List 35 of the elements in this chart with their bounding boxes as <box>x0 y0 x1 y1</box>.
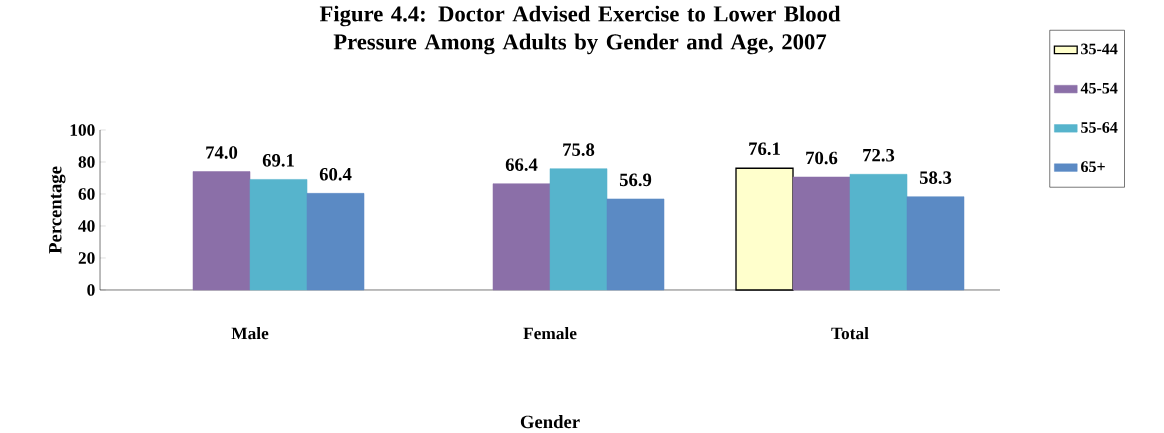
bar <box>849 174 908 291</box>
x-tick-label: Female <box>523 327 577 340</box>
legend-label: 55-64 <box>1081 122 1118 133</box>
data-label: 56.9 <box>619 173 652 187</box>
chart-title: Figure 4.4: Doctor Advised Exercise to Lower Blood Pressure Among Adults by Gender and Age, 2007 <box>319 5 841 55</box>
bar <box>306 193 365 291</box>
y-tick-label: 0 <box>87 284 95 296</box>
bar <box>549 168 608 291</box>
data-label: 72.3 <box>863 149 895 162</box>
x-tick-label: Male <box>231 327 269 340</box>
y-tick-label: 20 <box>78 252 95 264</box>
bar <box>792 176 851 291</box>
data-label: 66.4 <box>505 158 538 172</box>
data-label: 74.0 <box>206 146 238 160</box>
bar <box>606 198 665 291</box>
data-label: 60.4 <box>319 168 352 181</box>
x-tick-label: Total <box>831 327 869 340</box>
bar <box>192 171 251 291</box>
bar <box>249 179 308 291</box>
y-tick-label: 100 <box>70 124 95 137</box>
y-tick-label: 60 <box>78 188 95 200</box>
data-label: 76.1 <box>749 142 780 156</box>
data-label: 75.8 <box>563 143 595 157</box>
y-tick-label: 40 <box>78 220 95 232</box>
data-label: 58.3 <box>919 171 952 185</box>
data-label: 69.1 <box>262 154 294 167</box>
y-axis-title: Percentage <box>49 166 66 254</box>
bar <box>492 183 551 291</box>
bar <box>906 196 965 291</box>
legend-label: 65+ <box>1081 161 1105 173</box>
x-axis-title: Gender <box>520 415 580 429</box>
legend-label: 45-54 <box>1080 83 1118 94</box>
y-tick-label: 80 <box>78 156 95 168</box>
data-label: 70.6 <box>806 151 838 165</box>
legend-label: 35-44 <box>1081 43 1118 55</box>
